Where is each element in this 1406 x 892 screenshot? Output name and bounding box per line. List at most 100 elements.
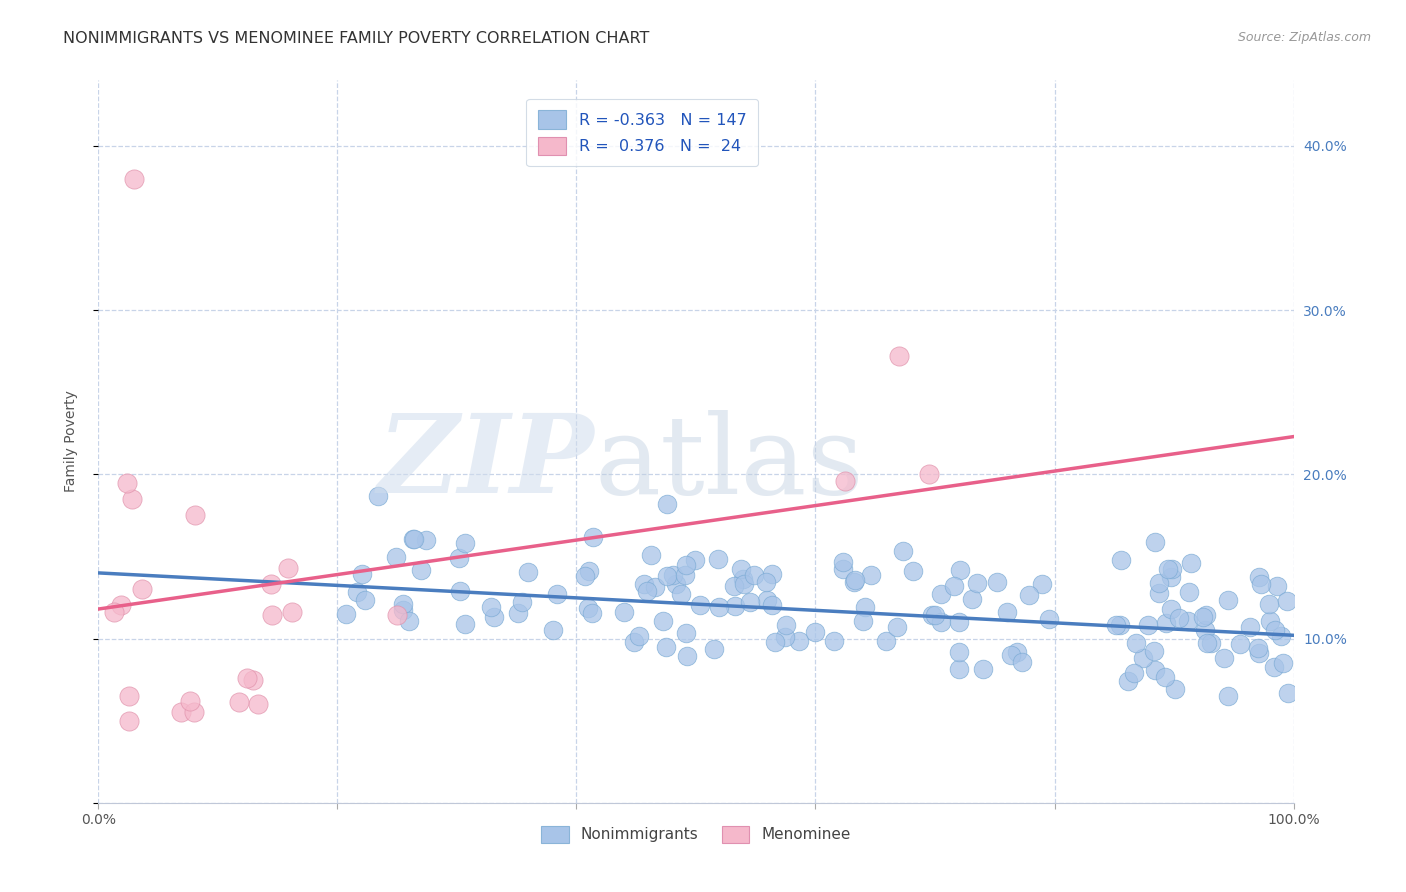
Point (834, 474, 856, 488)
Point (633, 577, 655, 591)
Point (346, 585, 368, 599)
Point (1216, 690, 1239, 704)
Point (1116, 673, 1139, 688)
Point (644, 580, 666, 594)
Point (995, 605, 1018, 619)
Point (1132, 651, 1154, 665)
Point (948, 645, 970, 659)
Point (183, 706, 205, 720)
Point (277, 560, 299, 574)
Point (350, 567, 373, 582)
Point (738, 594, 761, 608)
Point (1160, 570, 1182, 584)
Point (1164, 682, 1187, 697)
Point (852, 615, 875, 629)
Text: NONIMMIGRANTS VS MENOMINEE FAMILY POVERTY CORRELATION CHART: NONIMMIGRANTS VS MENOMINEE FAMILY POVERT… (63, 31, 650, 46)
Point (702, 642, 724, 657)
Point (1247, 570, 1270, 584)
Point (353, 592, 375, 607)
Point (1239, 620, 1261, 634)
Point (1147, 585, 1170, 599)
Point (966, 576, 988, 591)
Point (664, 577, 686, 591)
Point (1144, 534, 1167, 549)
Point (1125, 636, 1147, 650)
Point (1154, 615, 1177, 630)
Point (260, 577, 283, 591)
Point (689, 598, 711, 612)
Point (853, 599, 876, 614)
Point (787, 633, 810, 648)
Point (1109, 552, 1132, 566)
Point (875, 634, 897, 648)
Point (859, 567, 882, 582)
Point (391, 597, 413, 611)
Point (398, 614, 420, 628)
Point (115, 475, 138, 490)
Y-axis label: Family Poverty: Family Poverty (63, 391, 77, 492)
Point (1157, 562, 1180, 576)
Point (1229, 637, 1251, 651)
Point (402, 532, 425, 546)
Point (281, 605, 304, 619)
Text: Source: ZipAtlas.com: Source: ZipAtlas.com (1237, 31, 1371, 45)
Point (510, 595, 533, 609)
Point (1104, 618, 1126, 632)
Point (948, 615, 970, 630)
Point (891, 544, 914, 558)
Point (1218, 593, 1240, 607)
Point (117, 714, 139, 728)
Point (1275, 594, 1298, 608)
Point (1000, 648, 1022, 662)
Point (1168, 611, 1191, 625)
Point (804, 625, 827, 640)
Point (1160, 602, 1182, 616)
Point (640, 548, 662, 562)
Point (921, 607, 943, 622)
Point (482, 610, 505, 624)
Point (1264, 623, 1286, 637)
Point (415, 533, 437, 547)
Point (761, 567, 783, 582)
Point (657, 569, 679, 583)
Point (943, 579, 966, 593)
Point (385, 608, 408, 623)
Point (1011, 655, 1033, 669)
Point (823, 633, 845, 648)
Point (236, 671, 259, 685)
Point (541, 623, 564, 637)
Point (842, 574, 865, 589)
Point (707, 552, 730, 566)
Point (1263, 659, 1285, 673)
Point (651, 614, 673, 628)
Point (1257, 597, 1279, 611)
Point (972, 662, 994, 676)
Point (775, 630, 797, 644)
Point (1199, 636, 1222, 650)
Point (742, 568, 765, 582)
Point (576, 600, 599, 615)
Point (1136, 617, 1159, 632)
Point (676, 648, 699, 663)
Text: atlas: atlas (595, 409, 865, 516)
Point (886, 620, 908, 634)
Point (449, 584, 471, 599)
Point (929, 615, 952, 629)
Point (1192, 610, 1215, 624)
Point (260, 607, 283, 622)
Point (1149, 575, 1171, 590)
Point (924, 607, 946, 622)
Point (763, 634, 786, 648)
Point (118, 689, 141, 703)
Point (1272, 656, 1295, 670)
Point (949, 563, 972, 577)
Point (404, 532, 426, 546)
Point (1265, 579, 1288, 593)
Point (228, 695, 250, 709)
Point (1197, 636, 1219, 650)
Point (755, 592, 778, 607)
Point (1031, 577, 1053, 591)
Point (103, 605, 125, 619)
Point (931, 587, 953, 601)
Point (454, 535, 477, 549)
